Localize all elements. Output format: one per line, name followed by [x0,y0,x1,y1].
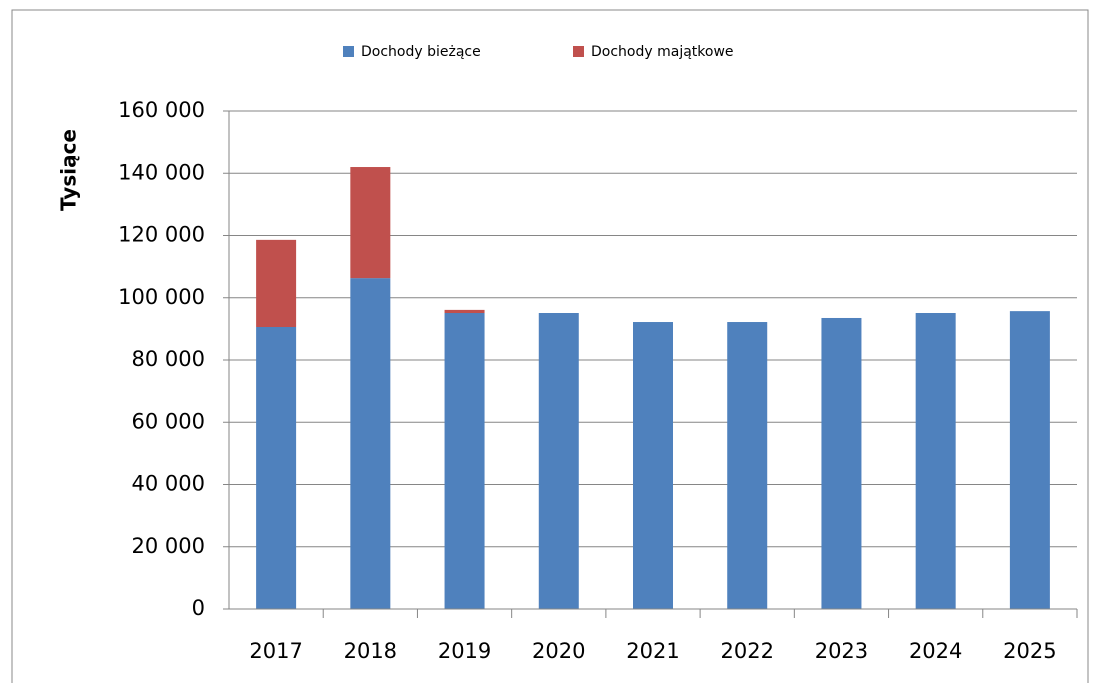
legend-label: Dochody majątkowe [591,44,734,60]
y-tick-label: 160 000 [118,98,205,122]
bar-segment [350,167,391,279]
y-tick-label: 40 000 [132,472,205,496]
legend-label: Dochody bieżące [361,44,481,60]
y-axis-label: Tysiące [57,129,81,211]
legend-swatch [573,46,584,57]
x-tick-label: 2022 [720,639,773,663]
x-tick-label: 2020 [532,639,585,663]
y-tick-label: 80 000 [132,347,205,371]
x-tick-label: 2018 [344,639,397,663]
y-tick-label: 0 [192,596,205,620]
y-tick-label: 100 000 [118,285,205,309]
bar-segment [821,317,862,609]
bar-segment [915,313,956,609]
legend-swatch [343,46,354,57]
bar-segment [444,309,485,314]
bar-segment [538,313,579,609]
y-tick-label: 20 000 [132,534,205,558]
bar-segment [1009,311,1050,609]
x-tick-label: 2017 [249,639,302,663]
y-tick-label: 60 000 [132,409,205,433]
bar-segment [350,278,391,609]
y-tick-label: 140 000 [118,160,205,184]
bar-segment [633,322,673,609]
y-tick-label: 120 000 [118,223,205,247]
bar-segment [256,327,297,609]
chart-border [11,9,1089,683]
x-tick-label: 2025 [1003,639,1056,663]
bar-segment [444,313,485,609]
x-tick-label: 2023 [815,639,868,663]
bar-segment [727,322,768,609]
bar-segment [256,239,297,328]
x-tick-label: 2019 [438,639,491,663]
x-tick-label: 2024 [909,639,962,663]
x-tick-label: 2021 [626,639,679,663]
